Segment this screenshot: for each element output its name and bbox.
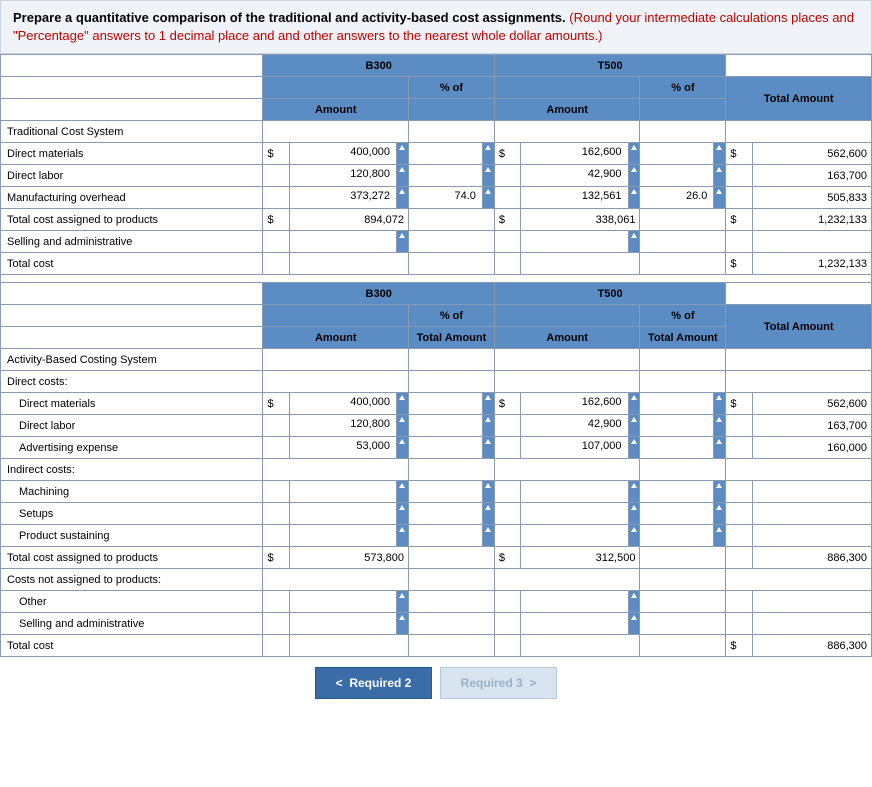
col-b300: B300 [263, 55, 494, 77]
table-row: Setups [1, 503, 872, 525]
table-row: Product sustaining [1, 525, 872, 547]
table-row: Direct costs: [1, 371, 872, 393]
input-trad-moh-b[interactable]: 373,272 [289, 187, 396, 209]
dropdown-icon[interactable] [628, 613, 640, 635]
col-pctof-b: % of [408, 77, 494, 99]
table-row: Costs not assigned to products: [1, 569, 872, 591]
dropdown-icon[interactable] [397, 525, 409, 547]
dropdown-icon[interactable] [628, 187, 640, 209]
table-row: Direct labor 120,800 42,900 163,700 [1, 415, 872, 437]
chevron-right-icon: > [529, 676, 536, 690]
input-trad-moh-bpct[interactable]: 74.0 [408, 187, 482, 209]
dropdown-icon[interactable] [714, 143, 726, 165]
col-b300-2: B300 [263, 283, 494, 305]
dropdown-icon[interactable] [397, 415, 409, 437]
dropdown-icon[interactable] [397, 393, 409, 415]
abc-title: Activity-Based Costing System [1, 349, 263, 371]
dropdown-icon[interactable] [628, 143, 640, 165]
dropdown-icon[interactable] [628, 415, 640, 437]
table-row: Total cost $ 1,232,133 [1, 253, 872, 275]
input-trad-moh-tpct[interactable]: 26.0 [640, 187, 714, 209]
table-row: Direct materials $ 400,000 $ 162,600 $ 5… [1, 393, 872, 415]
dropdown-icon[interactable] [397, 143, 409, 165]
dropdown-icon[interactable] [714, 415, 726, 437]
dropdown-icon[interactable] [628, 591, 640, 613]
dropdown-icon[interactable] [714, 393, 726, 415]
input-trad-dl-b[interactable]: 120,800 [289, 165, 396, 187]
input-abc-dl-t[interactable]: 42,900 [521, 415, 628, 437]
dropdown-icon[interactable] [628, 437, 640, 459]
table-row: Direct labor 120,800 42,900 163,700 [1, 165, 872, 187]
dropdown-icon[interactable] [397, 231, 409, 253]
dropdown-icon[interactable] [628, 393, 640, 415]
input-abc-adv-t[interactable]: 107,000 [521, 437, 628, 459]
dropdown-icon[interactable] [482, 165, 494, 187]
dropdown-icon[interactable] [482, 481, 494, 503]
input-trad-dm-b[interactable]: 400,000 [289, 143, 396, 165]
dropdown-icon[interactable] [397, 613, 409, 635]
dropdown-icon[interactable] [714, 165, 726, 187]
cost-comparison-table: B300 T500 % of % of Total Amount Amount … [0, 54, 872, 657]
dropdown-icon[interactable] [628, 481, 640, 503]
chevron-left-icon: < [336, 676, 343, 690]
table-row: Manufacturing overhead 373,272 74.0 132,… [1, 187, 872, 209]
nav-buttons: < Required 2 Required 3 > [0, 657, 872, 699]
dropdown-icon[interactable] [482, 393, 494, 415]
dropdown-icon[interactable] [714, 525, 726, 547]
col-pctof-t: % of [640, 77, 726, 99]
table-row: Activity-Based Costing System [1, 349, 872, 371]
col-t500-2: T500 [494, 283, 725, 305]
dropdown-icon[interactable] [714, 187, 726, 209]
input-abc-adv-b[interactable]: 53,000 [289, 437, 396, 459]
col-t500: T500 [494, 55, 725, 77]
input-abc-dm-t[interactable]: 162,600 [521, 393, 628, 415]
dropdown-icon[interactable] [628, 231, 640, 253]
dropdown-icon[interactable] [397, 187, 409, 209]
dropdown-icon[interactable] [397, 503, 409, 525]
table-row: Direct materials $ 400,000 $ 162,600 $ 5… [1, 143, 872, 165]
dropdown-icon[interactable] [714, 503, 726, 525]
table-row: Total cost assigned to products $ 573,80… [1, 547, 872, 569]
dropdown-icon[interactable] [628, 525, 640, 547]
dropdown-icon[interactable] [628, 165, 640, 187]
table-row: Traditional Cost System [1, 121, 872, 143]
dropdown-icon[interactable] [482, 525, 494, 547]
col-amount-b: Amount [263, 99, 409, 121]
dropdown-icon[interactable] [482, 415, 494, 437]
input-trad-dl-t[interactable]: 42,900 [521, 165, 628, 187]
input-abc-dl-b[interactable]: 120,800 [289, 415, 396, 437]
dropdown-icon[interactable] [397, 481, 409, 503]
dropdown-icon[interactable] [714, 481, 726, 503]
table-row: Advertising expense 53,000 107,000 160,0… [1, 437, 872, 459]
dropdown-icon[interactable] [482, 503, 494, 525]
dropdown-icon[interactable] [482, 187, 494, 209]
col-amount-t: Amount [494, 99, 640, 121]
dropdown-icon[interactable] [397, 165, 409, 187]
table-row: Total cost assigned to products $ 894,07… [1, 209, 872, 231]
input-abc-dm-b[interactable]: 400,000 [289, 393, 396, 415]
input-trad-dm-t[interactable]: 162,600 [521, 143, 628, 165]
input-trad-moh-t[interactable]: 132,561 [521, 187, 628, 209]
table-row: Selling and administrative [1, 231, 872, 253]
table-row: Total cost $ 886,300 [1, 635, 872, 657]
dropdown-icon[interactable] [397, 437, 409, 459]
instruction-box: Prepare a quantitative comparison of the… [0, 0, 872, 54]
dropdown-icon[interactable] [482, 143, 494, 165]
dropdown-icon[interactable] [397, 591, 409, 613]
dropdown-icon[interactable] [628, 503, 640, 525]
table-row: Indirect costs: [1, 459, 872, 481]
table-row: Other [1, 591, 872, 613]
dropdown-icon[interactable] [714, 437, 726, 459]
col-total-amount: Total Amount [726, 77, 872, 121]
table-row: Machining [1, 481, 872, 503]
table-row: Selling and administrative [1, 613, 872, 635]
trad-title: Traditional Cost System [1, 121, 263, 143]
instruction-bold: Prepare a quantitative comparison of the… [13, 10, 566, 25]
next-button[interactable]: Required 3 > [440, 667, 558, 699]
prev-button[interactable]: < Required 2 [315, 667, 433, 699]
dropdown-icon[interactable] [482, 437, 494, 459]
